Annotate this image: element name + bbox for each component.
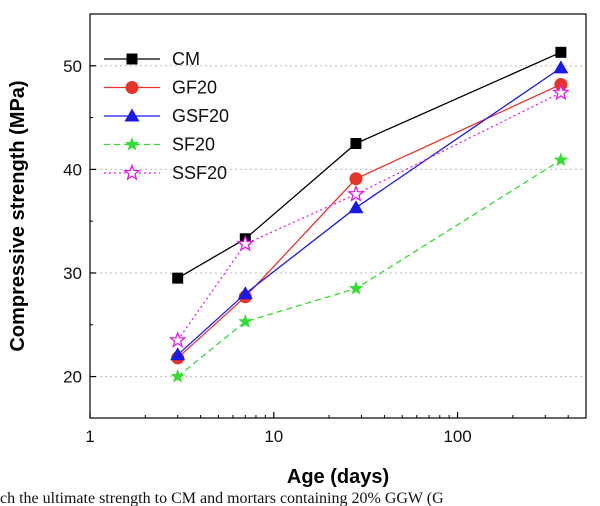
y-tick-label: 20 [63,368,82,387]
data-point-gsf20 [348,200,364,214]
data-point-ssf20 [552,83,570,101]
data-point-ssf20 [347,184,365,202]
data-point-gf20 [349,172,363,186]
legend-label-gf20: GF20 [172,78,217,98]
data-point-ssf20 [236,234,255,252]
data-point-sf20 [348,281,364,295]
data-point-sf20 [170,369,185,383]
y-tick-label: 40 [63,160,82,179]
legend-item-gsf20: GSF20 [104,106,229,126]
y-tick-label: 50 [63,57,82,76]
y-tick-label: 30 [63,264,82,283]
legend-item-ssf20: SSF20 [104,163,227,183]
legend-marker-gsf20 [124,108,140,122]
axis-ticks: 20 30 40 50 1 10 100 [63,13,587,446]
legend-label-sf20: SF20 [172,135,215,155]
caption-text: ch the ultimate strength to CM and morta… [0,490,444,506]
y-axis-title: Compressive strength (MPa) [7,80,29,351]
series-line-sf20 [177,159,562,378]
series-line-gf20 [177,83,562,359]
legend: CM GF20 GSF20 SF20 SSF20 [104,49,229,183]
legend-label-cm: CM [172,49,200,69]
x-tick-label: 10 [264,427,283,446]
series-gsf20 [170,60,569,361]
data-point-sf20 [553,152,569,167]
data-point-gsf20 [553,60,569,74]
series-layer [168,46,570,383]
series-gf20 [171,77,568,365]
legend-item-gf20: GF20 [104,78,217,98]
legend-item-cm: CM [104,49,200,69]
legend-item-sf20: SF20 [104,135,215,155]
data-point-ssf20 [168,330,187,348]
data-point-cm [172,272,184,284]
x-axis-title: Age (days) [287,466,389,488]
x-tick-label: 1 [85,427,94,446]
series-line-cm [177,51,562,279]
legend-marker-sf20 [124,137,140,151]
legend-marker-cm [126,53,138,65]
data-point-sf20 [238,314,253,328]
data-point-cm [350,137,362,149]
data-point-cm [555,46,567,58]
legend-marker-gf20 [125,81,139,94]
x-tick-label: 100 [443,427,471,446]
legend-label-ssf20: SSF20 [172,163,227,183]
plot-frame [89,13,587,419]
data-point-gsf20 [237,286,253,300]
legend-marker-ssf20 [123,163,141,181]
data-point-gsf20 [170,347,186,361]
series-cm [172,46,567,284]
series-line-gsf20 [177,67,562,356]
series-sf20 [170,152,569,383]
legend-label-gsf20: GSF20 [172,106,229,126]
series-ssf20 [168,83,570,348]
